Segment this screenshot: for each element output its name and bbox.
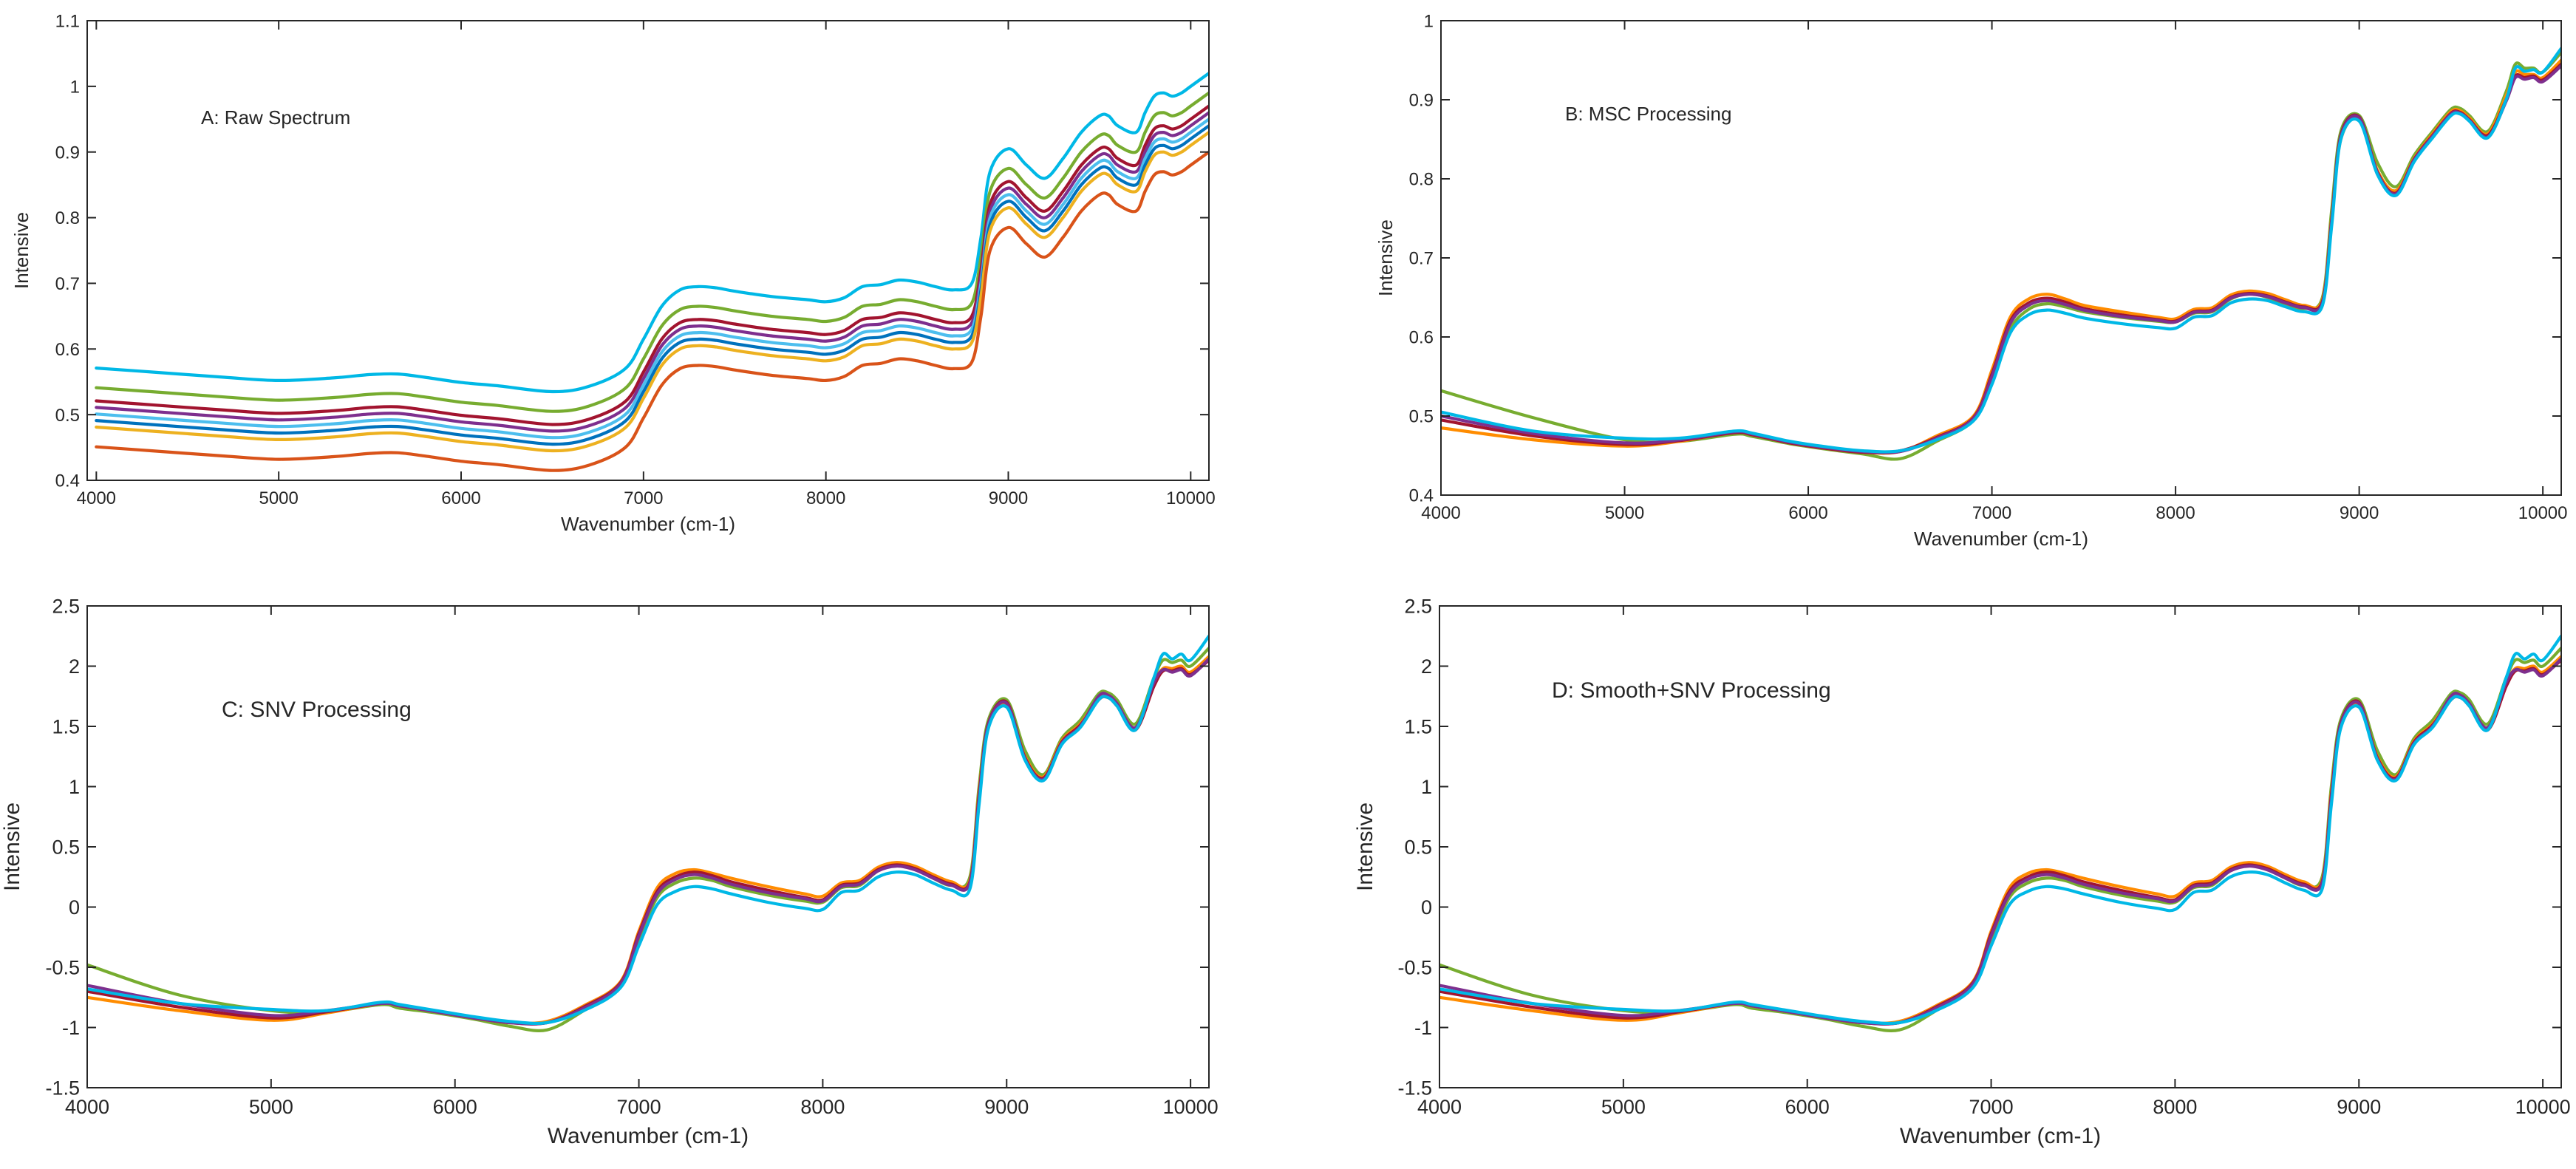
x-tick-label: 9000 bbox=[2340, 503, 2379, 523]
series-line-4 bbox=[1439, 657, 2561, 1026]
y-tick-label: -0.5 bbox=[1397, 957, 1432, 979]
x-tick-label: 10000 bbox=[1166, 488, 1216, 508]
panel-annotation: A: Raw Spectrum bbox=[201, 106, 350, 129]
y-tick-label: 0.9 bbox=[1409, 91, 1434, 111]
series-line-3 bbox=[1439, 658, 2561, 1026]
y-tick-label: 0.9 bbox=[55, 143, 80, 163]
x-tick-label: 6000 bbox=[433, 1096, 477, 1118]
y-tick-label: 0.4 bbox=[55, 471, 80, 491]
y-tick-label: 0.7 bbox=[1409, 249, 1434, 269]
x-tick-label: 8000 bbox=[800, 1096, 845, 1118]
y-tick-label: -1 bbox=[62, 1017, 80, 1039]
axes-box bbox=[86, 20, 1210, 481]
series-line-2 bbox=[1439, 655, 2561, 1026]
y-tick-label: 1 bbox=[1421, 776, 1432, 798]
y-tick-label: -1.5 bbox=[45, 1077, 80, 1100]
y-axis-label: Intensive bbox=[10, 212, 33, 289]
y-tick-label: 0.7 bbox=[55, 274, 80, 294]
y-tick-label: -1 bbox=[1414, 1017, 1432, 1039]
y-tick-label: -1.5 bbox=[1397, 1077, 1432, 1100]
x-tick-label: 6000 bbox=[1785, 1096, 1830, 1118]
x-tick-label: 7000 bbox=[1969, 1096, 2014, 1118]
y-tick-label: 0.6 bbox=[1409, 328, 1434, 348]
series-line-5 bbox=[1441, 47, 2561, 454]
y-tick-label: 0.6 bbox=[55, 340, 80, 360]
series-line-1 bbox=[1439, 647, 2561, 1032]
y-tick-label: 2 bbox=[1421, 655, 1432, 678]
x-axis-label: Wavenumber (cm-1) bbox=[1900, 1124, 2101, 1148]
y-tick-label: 1.5 bbox=[1404, 716, 1432, 738]
series-line-8 bbox=[95, 150, 1209, 472]
series-line-3 bbox=[95, 104, 1209, 426]
x-tick-label: 9000 bbox=[984, 1096, 1029, 1118]
x-tick-label: 5000 bbox=[249, 1096, 293, 1118]
y-tick-label: 1.5 bbox=[52, 716, 80, 738]
x-tick-label: 10000 bbox=[2515, 1096, 2571, 1118]
series-line-5 bbox=[1439, 634, 2561, 1026]
y-axis-label: Intensive bbox=[0, 802, 24, 891]
y-tick-label: -0.5 bbox=[45, 957, 80, 979]
series-line-1 bbox=[95, 72, 1209, 394]
x-axis-label: Wavenumber (cm-1) bbox=[548, 1124, 749, 1148]
x-tick-label: 7000 bbox=[617, 1096, 661, 1118]
x-tick-label: 6000 bbox=[1788, 503, 1827, 523]
y-tick-label: 1 bbox=[70, 77, 80, 97]
x-tick-label: 9000 bbox=[2337, 1096, 2381, 1118]
series-group bbox=[1441, 47, 2561, 461]
y-tick-label: 1 bbox=[69, 776, 80, 798]
y-tick-label: 2.5 bbox=[1404, 596, 1432, 618]
y-tick-label: 0.5 bbox=[55, 406, 80, 426]
series-line-6 bbox=[95, 124, 1209, 446]
series-group bbox=[87, 634, 1209, 1032]
y-tick-label: 0.5 bbox=[1404, 836, 1432, 859]
x-tick-label: 10000 bbox=[2518, 503, 2568, 523]
x-tick-label: 5000 bbox=[1601, 1096, 1646, 1118]
x-tick-label: 6000 bbox=[441, 488, 480, 508]
panel-annotation: D: Smooth+SNV Processing bbox=[1552, 678, 1831, 703]
y-tick-label: 0.4 bbox=[1409, 486, 1434, 506]
x-tick-label: 4000 bbox=[77, 488, 116, 508]
y-tick-label: 0 bbox=[69, 896, 80, 918]
y-tick-label: 0.8 bbox=[55, 208, 80, 228]
x-tick-label: 5000 bbox=[1605, 503, 1644, 523]
x-tick-label: 8000 bbox=[2153, 1096, 2197, 1118]
y-tick-label: 0 bbox=[1421, 896, 1432, 918]
series-line-4 bbox=[95, 111, 1209, 433]
y-tick-label: 1 bbox=[1424, 12, 1434, 32]
x-axis-label: Wavenumber (cm-1) bbox=[1914, 528, 2088, 550]
y-axis-label: Intensive bbox=[1374, 219, 1397, 296]
x-tick-label: 7000 bbox=[624, 488, 663, 508]
y-tick-label: 2.5 bbox=[52, 596, 80, 618]
chart-panel-d: 4000 5000 6000 7000 8000 9000 10000 -1.5 -1 -0.5 0… bbox=[1353, 596, 2571, 1148]
series-group bbox=[95, 72, 1209, 472]
series-line-2 bbox=[95, 91, 1209, 413]
y-axis-label: Intensive bbox=[1353, 802, 1377, 891]
series-group bbox=[1439, 634, 2561, 1032]
x-tick-label: 4000 bbox=[1417, 1096, 1462, 1118]
y-tick-label: 0.5 bbox=[1409, 407, 1434, 427]
chart-panel-c: 4000 5000 6000 7000 8000 9000 10000 -1.5 -1 -0.5 0… bbox=[0, 596, 1219, 1148]
x-axis-label: Wavenumber (cm-1) bbox=[561, 513, 735, 535]
y-tick-label: 2 bbox=[69, 655, 80, 678]
x-tick-label: 5000 bbox=[259, 488, 298, 508]
series-line-5 bbox=[95, 117, 1209, 440]
chart-panel-b: 4000 5000 6000 7000 8000 9000 10000 0.4 0.5 0.6 0.… bbox=[1374, 12, 2568, 550]
panel-annotation: C: SNV Processing bbox=[222, 698, 412, 722]
chart-panel-a: 4000 5000 6000 7000 8000 9000 10000 0.4 0.5 0.6 0.… bbox=[10, 12, 1216, 535]
y-tick-label: 0.8 bbox=[1409, 170, 1434, 190]
x-tick-label: 4000 bbox=[65, 1096, 109, 1118]
y-tick-label: 0.5 bbox=[52, 836, 80, 859]
axes-box bbox=[1440, 20, 2562, 496]
x-tick-label: 7000 bbox=[1972, 503, 2011, 523]
series-line-7 bbox=[95, 131, 1209, 453]
x-tick-label: 4000 bbox=[1421, 503, 1460, 523]
x-tick-label: 8000 bbox=[2156, 503, 2195, 523]
panel-annotation: B: MSC Processing bbox=[1565, 103, 1731, 125]
y-tick-label: 1.1 bbox=[55, 12, 80, 32]
x-tick-label: 10000 bbox=[1163, 1096, 1219, 1118]
x-tick-label: 8000 bbox=[806, 488, 845, 508]
series-line-5 bbox=[87, 634, 1209, 1026]
x-tick-label: 9000 bbox=[989, 488, 1028, 508]
